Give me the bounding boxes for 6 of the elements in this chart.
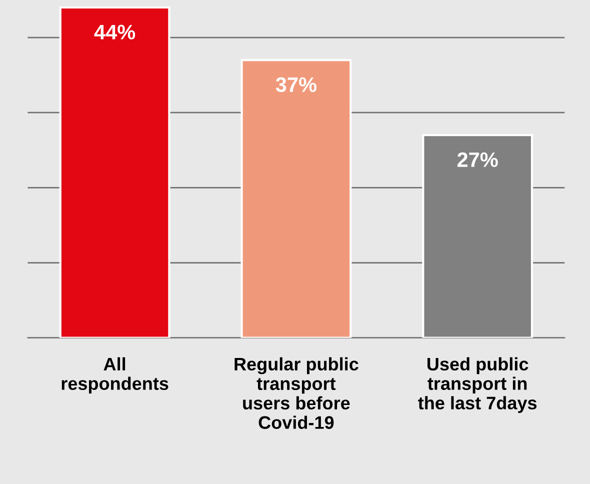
data-label: 44% [94,24,136,40]
data-label: 27% [457,152,498,168]
x-tick-label: All respondents [62,357,168,394]
data-label: 37% [276,77,316,92]
x-tick-label: Regular public transport users before Covid-19 [234,357,358,429]
x-tick-label: Used public transport in the last 7days [418,357,537,414]
